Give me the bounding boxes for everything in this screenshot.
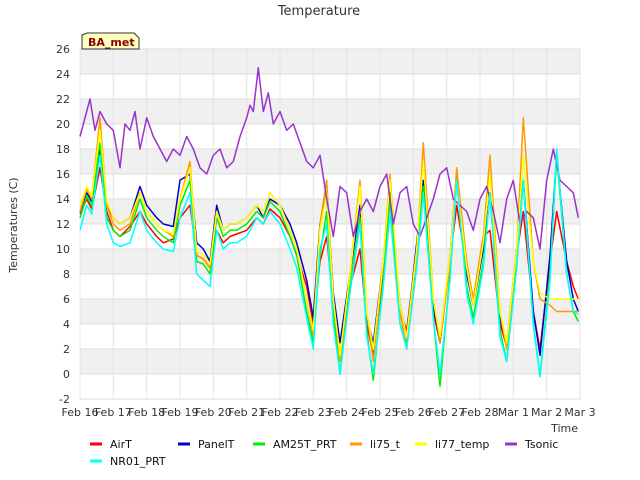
legend-label: AirT xyxy=(110,438,132,451)
series-line-li77-temp xyxy=(79,129,579,357)
legend-label: li75_t xyxy=(370,438,401,451)
x-tick-label: Feb 25 xyxy=(362,406,399,419)
legend: AirT PanelT AM25T_PRT li75_t li77_temp Tsonic… xyxy=(90,438,558,468)
legend-label: AM25T_PRT xyxy=(273,438,337,451)
y-tick-label: 12 xyxy=(56,218,70,231)
x-axis-label: Time xyxy=(550,422,578,435)
y-tick-label: -2 xyxy=(59,393,70,406)
background-band xyxy=(80,299,580,324)
x-tick-label: Feb 16 xyxy=(62,406,99,419)
y-tick-label: 18 xyxy=(56,143,70,156)
chart-title: Temperature xyxy=(277,4,360,19)
background-band xyxy=(80,124,580,149)
x-tick-label: Feb 21 xyxy=(228,406,265,419)
background-band xyxy=(80,349,580,374)
x-tick-label: Feb 18 xyxy=(128,406,165,419)
background-band xyxy=(80,174,580,199)
y-tick-label: 6 xyxy=(63,293,70,306)
y-tick-label: 10 xyxy=(56,243,70,256)
background-band xyxy=(80,149,580,174)
y-tick-label: 8 xyxy=(63,268,70,281)
y-tick-label: 2 xyxy=(63,343,70,356)
legend-label: NR01_PRT xyxy=(110,455,166,468)
background-band xyxy=(80,374,580,399)
x-tick-label: Feb 19 xyxy=(162,406,199,419)
series-line-tsonic xyxy=(79,67,580,250)
legend-label: li77_temp xyxy=(435,438,489,451)
background-band xyxy=(80,49,580,74)
background-band xyxy=(80,74,580,99)
background-band xyxy=(80,99,580,124)
y-tick-label: 16 xyxy=(56,168,70,181)
legend-label: Tsonic xyxy=(524,438,558,451)
y-tick-label: 26 xyxy=(56,43,70,56)
background-band xyxy=(80,324,580,349)
y-tick-label: 22 xyxy=(56,93,70,106)
x-tick-label: Feb 24 xyxy=(328,406,365,419)
series-line-airt xyxy=(79,167,579,357)
badge-label: BA_met xyxy=(88,36,135,49)
badge: BA_met xyxy=(81,32,140,50)
x-tick-label: Feb 23 xyxy=(295,406,332,419)
x-tick-label: Feb 22 xyxy=(262,406,299,419)
y-axis-label: Temperatures (C) xyxy=(7,177,20,273)
y-tick-label: 20 xyxy=(56,118,70,131)
x-tick-label: Feb 28 xyxy=(462,406,499,419)
y-tick-label: 14 xyxy=(56,193,70,206)
x-tick-label: Mar 2 xyxy=(531,406,562,419)
x-tick-label: Feb 26 xyxy=(395,406,432,419)
series-lines xyxy=(79,67,580,388)
legend-label: PanelT xyxy=(198,438,235,451)
x-tick-label: Mar 3 xyxy=(564,406,595,419)
y-tick-label: 0 xyxy=(63,368,70,381)
x-tick-label: Feb 20 xyxy=(195,406,232,419)
y-tick-label: 4 xyxy=(63,318,70,331)
x-tick-label: Feb 17 xyxy=(95,406,132,419)
x-tick-label: Mar 1 xyxy=(498,406,529,419)
x-tick-label: Feb 27 xyxy=(428,406,465,419)
series-line-nr01-prt xyxy=(79,148,579,378)
y-tick-label: 24 xyxy=(56,68,70,81)
badge-box xyxy=(81,32,140,50)
